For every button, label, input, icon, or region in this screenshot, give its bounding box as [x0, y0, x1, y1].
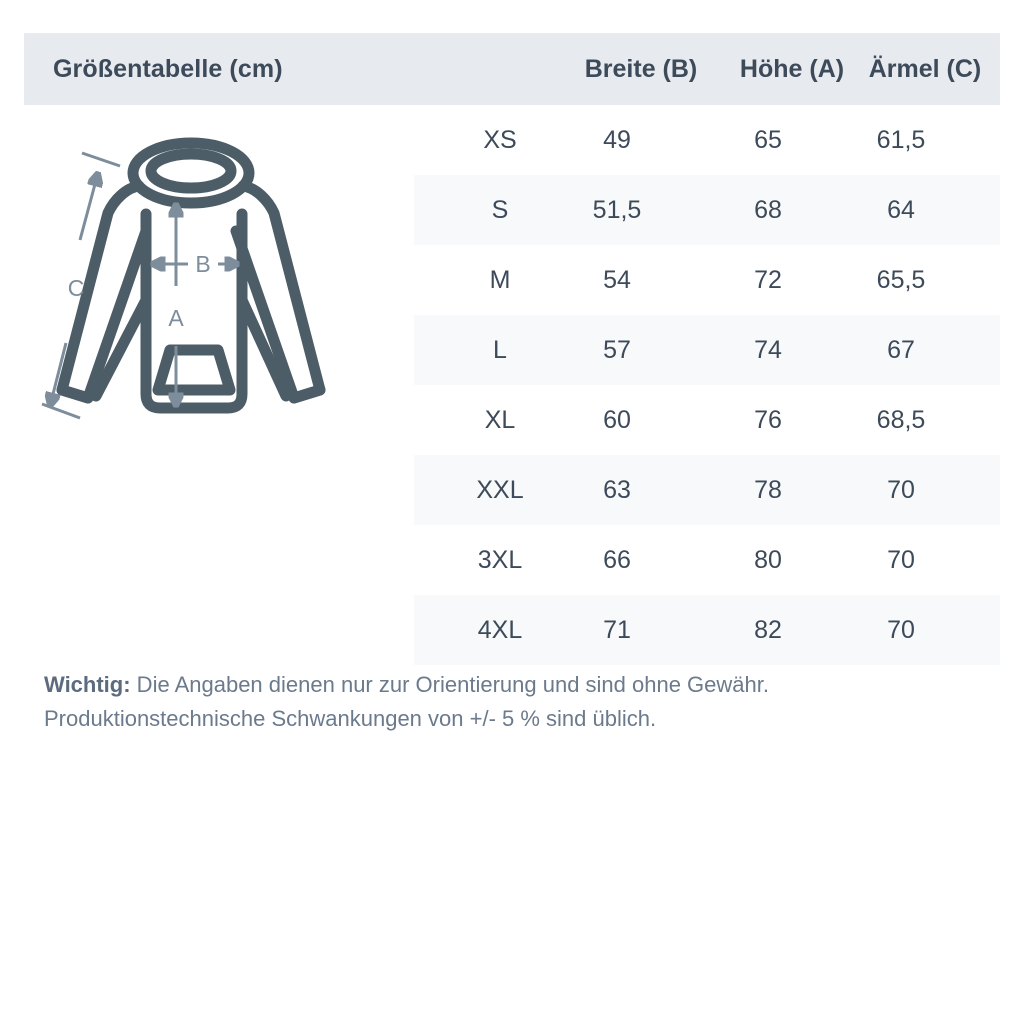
column-header-height: Höhe (A)	[739, 54, 845, 83]
cell-height: 72	[754, 266, 782, 294]
cell-height: 82	[754, 616, 782, 644]
cell-size: 3XL	[477, 546, 523, 574]
cell-sleeve: 67	[887, 336, 915, 364]
cell-sleeve: 68,5	[876, 406, 926, 434]
cell-size: S	[491, 196, 509, 224]
disclaimer-line-2: Produktionstechnische Schwankungen von +…	[44, 706, 657, 731]
table-header: Größentabelle (cm) Breite (B) Höhe (A) Ä…	[24, 33, 1000, 105]
cell-size: 4XL	[477, 616, 523, 644]
cell-height: 78	[754, 476, 782, 504]
cell-size: M	[489, 266, 511, 294]
disclaimer-label: Wichtig:	[44, 672, 131, 697]
cell-width: 57	[603, 336, 631, 364]
cell-height: 68	[754, 196, 782, 224]
size-table: XS 49 65 61,5 S 51,5 68 64 M 54 72 65,5 …	[414, 105, 1000, 665]
table-row: S 51,5 68 64	[414, 175, 1000, 245]
table-row: XS 49 65 61,5	[414, 105, 1000, 175]
cell-sleeve: 65,5	[876, 266, 926, 294]
table-row: L 57 74 67	[414, 315, 1000, 385]
cell-sleeve: 61,5	[876, 126, 926, 154]
cell-size: XL	[484, 406, 516, 434]
cell-size: XS	[483, 126, 517, 154]
cell-width: 54	[603, 266, 631, 294]
cell-sleeve: 70	[887, 546, 915, 574]
cell-height: 80	[754, 546, 782, 574]
dimension-label-width: B	[195, 251, 210, 277]
cell-width: 49	[603, 126, 631, 154]
cell-size: L	[493, 336, 507, 364]
table-row: M 54 72 65,5	[414, 245, 1000, 315]
column-header-sleeve: Ärmel (C)	[868, 54, 982, 83]
hoodie-diagram: C B A	[36, 118, 416, 458]
dimension-label-height: A	[168, 305, 184, 331]
table-row: XL 60 76 68,5	[414, 385, 1000, 455]
cell-width: 51,5	[592, 196, 642, 224]
cell-width: 71	[603, 616, 631, 644]
table-row: XXL 63 78 70	[414, 455, 1000, 525]
cell-sleeve: 70	[887, 476, 915, 504]
cell-height: 65	[754, 126, 782, 154]
cell-sleeve: 64	[887, 196, 915, 224]
cell-width: 60	[603, 406, 631, 434]
column-header-width: Breite (B)	[584, 54, 698, 83]
cell-size: XXL	[476, 476, 524, 504]
page-title: Größentabelle (cm)	[53, 54, 283, 83]
table-row: 3XL 66 80 70	[414, 525, 1000, 595]
cell-height: 74	[754, 336, 782, 364]
cell-width: 63	[603, 476, 631, 504]
dimension-label-sleeve: C	[68, 275, 85, 301]
disclaimer-note: Wichtig: Die Angaben dienen nur zur Orie…	[44, 668, 984, 736]
table-row: 4XL 71 82 70	[414, 595, 1000, 665]
cell-width: 66	[603, 546, 631, 574]
disclaimer-line-1: Die Angaben dienen nur zur Orientierung …	[130, 672, 769, 697]
cell-sleeve: 70	[887, 616, 915, 644]
cell-height: 76	[754, 406, 782, 434]
